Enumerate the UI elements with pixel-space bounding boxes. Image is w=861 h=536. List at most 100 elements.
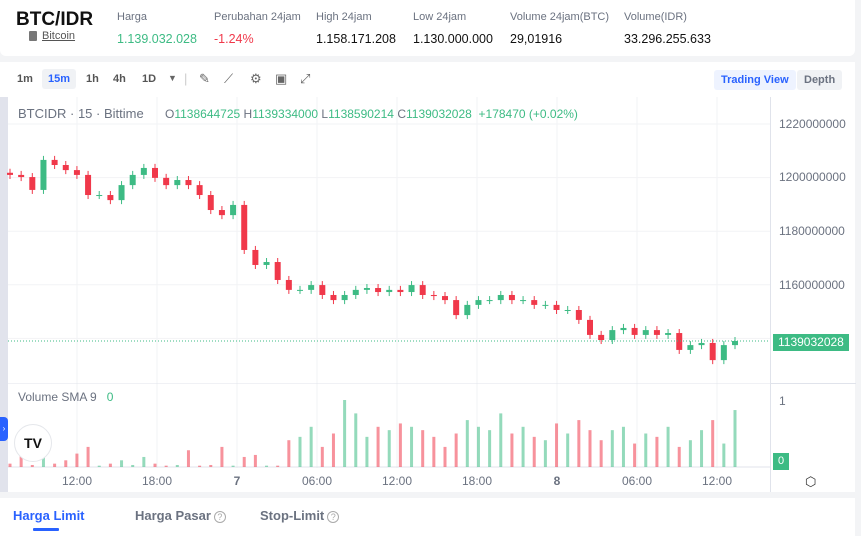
pair-title: BTC/IDR	[16, 9, 94, 30]
volume-bar	[532, 436, 536, 467]
tab-harga-pasar[interactable]: Harga Pasar?	[135, 508, 226, 523]
candle-body	[542, 304, 549, 306]
timeframe-1h[interactable]: 1h	[86, 73, 99, 85]
save-icon[interactable]: ▣	[275, 71, 288, 86]
volume-bar	[387, 430, 391, 467]
symbol-label: BTCIDR · 15 · Bittime	[18, 106, 144, 121]
price-tick: 1220000000	[779, 117, 846, 131]
candle-body	[62, 165, 69, 171]
volume-bar	[86, 446, 90, 467]
volume-legend-value: 0	[106, 390, 114, 404]
settings-icon[interactable]: ⬡	[805, 474, 817, 489]
volume-bar	[588, 430, 592, 467]
help-icon[interactable]: ?	[327, 511, 340, 523]
volume-bar	[454, 433, 458, 467]
time-tick: 06:00	[621, 474, 653, 488]
candle-body	[241, 204, 248, 250]
candle-body	[308, 285, 315, 290]
volume-bar	[410, 426, 414, 467]
volume-bar	[599, 440, 603, 467]
coin-link-label[interactable]: Bitcoin	[42, 30, 76, 42]
volume-tick: 1	[779, 394, 786, 408]
close-value: 1139032028	[405, 107, 472, 121]
tradingview-logo[interactable]: TV	[14, 424, 52, 462]
stat-label: Harga	[117, 11, 147, 23]
price-axis[interactable]: 1220000000 1200000000 1180000000 1160000…	[770, 97, 856, 492]
candle-body	[653, 330, 660, 335]
expand-sidebar-button[interactable]: ›	[0, 417, 8, 441]
candle-body	[207, 195, 214, 211]
volume-bar	[555, 423, 559, 467]
stat-value: 33.296.255.633	[624, 32, 711, 46]
chevron-down-icon[interactable]: ▼	[168, 73, 177, 83]
volume-bar	[677, 446, 681, 467]
volume-bar	[566, 433, 570, 467]
order-type-tabs: Harga Limit Harga Pasar? Stop-Limit?	[0, 498, 855, 536]
volume-bar	[41, 456, 45, 467]
volume-bar	[711, 420, 715, 467]
gear-icon[interactable]: ⚙	[250, 71, 262, 86]
candle-body	[620, 327, 627, 331]
candle-body	[7, 172, 13, 175]
volume-bar	[610, 430, 614, 467]
candle-body	[375, 288, 382, 293]
fullscreen-icon[interactable]: ⤢	[300, 71, 311, 86]
candle-body	[587, 319, 593, 335]
candle-body	[252, 249, 259, 265]
candle-body	[531, 300, 538, 305]
time-tick: 12:00	[381, 474, 413, 488]
tab-harga-limit[interactable]: Harga Limit	[13, 508, 85, 523]
candle-body	[642, 330, 649, 335]
timeframe-1d[interactable]: 1D	[142, 73, 157, 85]
change-value: +178470 (+0.02%)	[478, 107, 578, 121]
candle-body	[430, 294, 437, 297]
candle-body	[29, 177, 36, 190]
ohlc-readout: O1138644725 H1139334000 L1138590214 C113…	[165, 107, 578, 121]
candle-body	[73, 170, 80, 175]
candle-body	[18, 174, 25, 178]
volume-bar	[543, 440, 547, 467]
coin-link[interactable]: Bitcoin	[29, 30, 75, 42]
volume-bar	[476, 426, 480, 467]
indicator-icon[interactable]: ⟋	[224, 71, 234, 86]
candle-body	[453, 300, 460, 316]
volume-bar	[365, 436, 369, 467]
candle-body	[419, 285, 426, 295]
candle-body	[486, 300, 493, 302]
tab-stop-limit[interactable]: Stop-Limit?	[260, 508, 340, 523]
volume-bar	[577, 420, 581, 467]
stat-label: Volume 24jam(BTC)	[510, 11, 610, 23]
volume-bar	[700, 430, 704, 467]
stat-high: High 24jam 1.158.171.208	[316, 11, 396, 46]
volume-bar	[298, 436, 302, 467]
volume-bar	[421, 430, 425, 467]
volume-bar	[488, 430, 492, 467]
volume-bar	[343, 400, 347, 467]
candle-body	[107, 195, 114, 201]
last-price-tag: 1139032028	[773, 334, 849, 351]
price-chart[interactable]	[0, 97, 770, 383]
volume-bar	[331, 433, 335, 467]
volume-bar	[231, 465, 235, 467]
candle-body	[687, 345, 694, 350]
volume-bar	[108, 463, 112, 467]
draw-icon[interactable]: ✎	[199, 71, 210, 86]
volume-bar	[510, 433, 514, 467]
timeframe-15m[interactable]: 15m	[42, 69, 77, 89]
candle-body	[118, 185, 125, 201]
depth-button[interactable]: Depth	[797, 70, 843, 90]
chart-legend: BTCIDR · 15 · Bittime	[18, 106, 144, 121]
timeframe-1m[interactable]: 1m	[17, 73, 33, 85]
stat-value: 1.130.000.000	[413, 32, 493, 46]
timeframe-4h[interactable]: 4h	[113, 73, 126, 85]
left-strip	[0, 97, 8, 492]
volume-bar	[666, 426, 670, 467]
candle-body	[218, 210, 225, 216]
help-icon[interactable]: ?	[213, 511, 226, 523]
candle-body	[497, 294, 504, 301]
trading-view-button[interactable]: Trading View	[714, 70, 796, 90]
volume-tag: 0	[773, 453, 790, 470]
volume-bar	[499, 413, 503, 467]
volume-bar	[198, 465, 202, 467]
axis-divider	[771, 383, 856, 384]
